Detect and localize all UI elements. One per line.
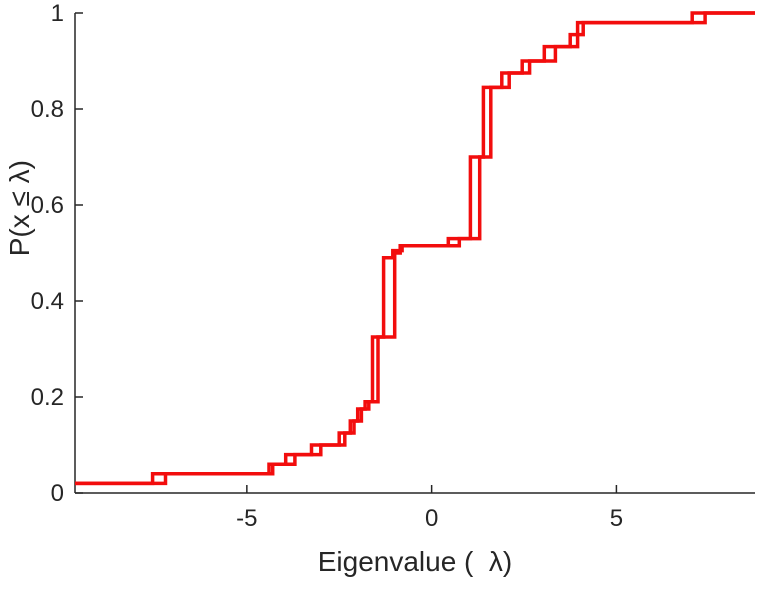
- x-tick-label: 5: [610, 505, 623, 532]
- y-tick-label: 0.4: [31, 288, 64, 315]
- series-line-ecdf-1: [75, 11, 755, 486]
- y-tick-label: 0: [51, 480, 64, 507]
- y-tick-label: 0.6: [31, 192, 64, 219]
- series-line-ecdf-2: [75, 11, 755, 486]
- y-tick-label: 0.2: [31, 384, 64, 411]
- y-tick-label: 1: [51, 0, 64, 27]
- y-axis-label: P(x ≤ λ): [4, 160, 35, 257]
- x-axis-label: Eigenvalue ( λ): [317, 546, 513, 577]
- x-tick-label: 0: [425, 505, 438, 532]
- y-tick-label: 0.8: [31, 96, 64, 123]
- x-tick-label: -5: [236, 505, 257, 532]
